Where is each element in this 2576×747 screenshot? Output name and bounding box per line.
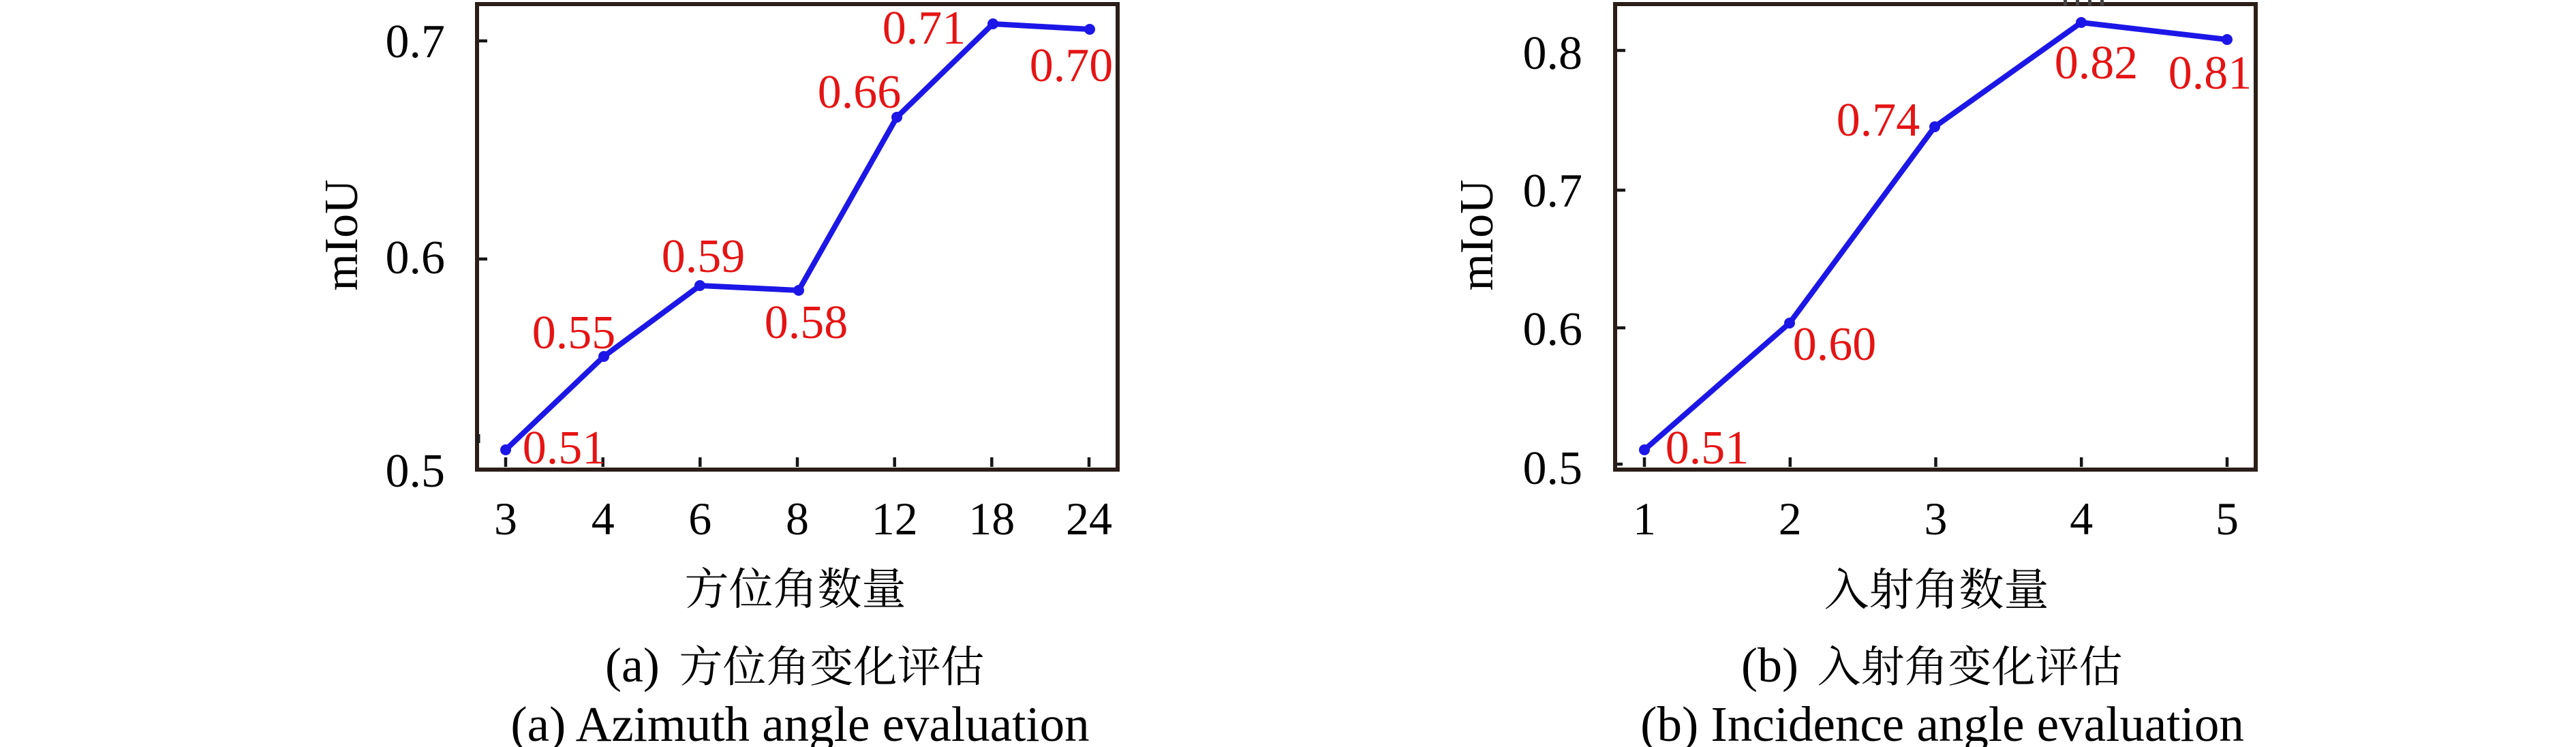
svg-text:0.70: 0.70 — [1030, 40, 1114, 92]
svg-text:0.5: 0.5 — [1523, 442, 1583, 495]
svg-text:0.5: 0.5 — [386, 445, 446, 498]
svg-text:0.82: 0.82 — [2055, 37, 2138, 89]
svg-text:0.7: 0.7 — [1523, 165, 1583, 217]
svg-text:(a): (a) — [605, 638, 660, 692]
svg-text:5: 5 — [2215, 493, 2239, 545]
svg-text:3: 3 — [1925, 493, 1948, 545]
svg-text:0.55: 0.55 — [532, 307, 616, 359]
svg-text:0.6: 0.6 — [1523, 303, 1583, 356]
svg-text:0.8: 0.8 — [1523, 27, 1583, 80]
svg-text:24: 24 — [1066, 493, 1112, 545]
svg-text:0.59: 0.59 — [662, 230, 746, 283]
svg-text:18: 18 — [968, 493, 1015, 545]
svg-text:mIoU: mIoU — [316, 179, 368, 290]
svg-text:0.58: 0.58 — [765, 296, 848, 349]
svg-text:0.66: 0.66 — [818, 66, 902, 119]
svg-text:mIoU: mIoU — [1451, 179, 1503, 290]
svg-text:2: 2 — [1779, 493, 1802, 545]
svg-text:0.71: 0.71 — [883, 2, 966, 55]
svg-text:0.7: 0.7 — [386, 16, 446, 68]
svg-text:8: 8 — [786, 493, 809, 545]
svg-text:0.81: 0.81 — [2168, 47, 2252, 100]
svg-text:(a) Azimuth angle evaluation: (a) Azimuth angle evaluation — [510, 697, 1089, 747]
svg-text:3: 3 — [494, 493, 517, 545]
svg-text:4: 4 — [2070, 493, 2093, 545]
svg-text:0.60: 0.60 — [1793, 318, 1877, 371]
svg-text:4: 4 — [592, 493, 615, 545]
svg-text:(b): (b) — [1741, 638, 1798, 692]
svg-text:0.6: 0.6 — [386, 232, 446, 284]
svg-text:(b) Incidence angle evaluation: (b) Incidence angle evaluation — [1640, 697, 2244, 747]
svg-text:12: 12 — [872, 493, 918, 545]
svg-text:6: 6 — [688, 493, 711, 545]
svg-text:0.74: 0.74 — [1837, 94, 1920, 147]
svg-text:0.51: 0.51 — [1666, 422, 1749, 474]
svg-text:0.51: 0.51 — [523, 422, 607, 474]
svg-text:1: 1 — [1633, 493, 1656, 545]
